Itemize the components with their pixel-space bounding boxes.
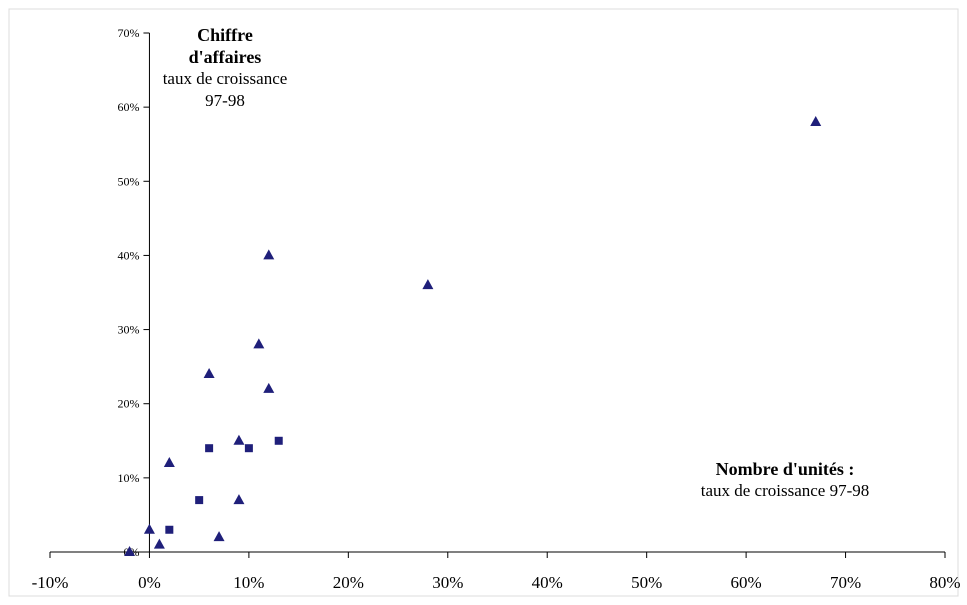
x-axis-label-sub: taux de croissance 97-98 <box>700 481 870 500</box>
square-point <box>244 444 253 453</box>
y-tick-label: 70% <box>117 26 139 40</box>
axes <box>49 32 946 558</box>
x-axis-label-main: Nombre d'unités : <box>715 459 855 479</box>
y-tick-label: 20% <box>117 397 139 411</box>
data-points <box>124 115 822 556</box>
square-point <box>165 525 174 534</box>
x-tick-label: -10% <box>32 573 69 592</box>
square-point <box>195 496 204 505</box>
triangle-point <box>143 523 155 534</box>
x-tick-label: 60% <box>731 573 762 592</box>
x-tick-label: 80% <box>929 573 960 592</box>
y-axis-label: Chiffre d'affaires taux de croissance 97… <box>160 24 290 112</box>
triangle-point <box>163 457 175 468</box>
triangle-point <box>233 494 245 505</box>
x-tick-label: 0% <box>138 573 161 592</box>
triangle-point <box>153 538 165 549</box>
y-axis-label-sub: taux de croissance 97-98 <box>162 69 288 110</box>
triangle-point <box>213 531 225 542</box>
y-axis-label-main: Chiffre d'affaires <box>188 25 262 67</box>
x-tick-label: 40% <box>532 573 563 592</box>
x-tick-label: 20% <box>333 573 364 592</box>
y-tick-label: 10% <box>117 471 139 485</box>
y-tick-label: 60% <box>117 100 139 114</box>
triangle-point <box>263 382 275 393</box>
x-tick-label: 30% <box>432 573 463 592</box>
x-axis-label: Nombre d'unités : taux de croissance 97-… <box>640 458 930 502</box>
square-point <box>205 444 214 453</box>
x-tick-label: 10% <box>233 573 264 592</box>
y-tick-label: 40% <box>117 248 139 262</box>
triangle-point <box>263 249 275 260</box>
x-tick-label: 70% <box>830 573 861 592</box>
square-point <box>274 436 283 445</box>
x-tick-label: 50% <box>631 573 662 592</box>
triangle-point <box>810 115 822 126</box>
triangle-point <box>203 368 215 379</box>
y-tick-label: 30% <box>117 323 139 337</box>
triangle-point <box>124 546 136 556</box>
plot-frame <box>8 8 959 597</box>
y-tick-label: 50% <box>117 174 139 188</box>
triangle-point <box>233 434 245 445</box>
triangle-point <box>422 279 434 290</box>
triangle-point <box>253 338 265 349</box>
